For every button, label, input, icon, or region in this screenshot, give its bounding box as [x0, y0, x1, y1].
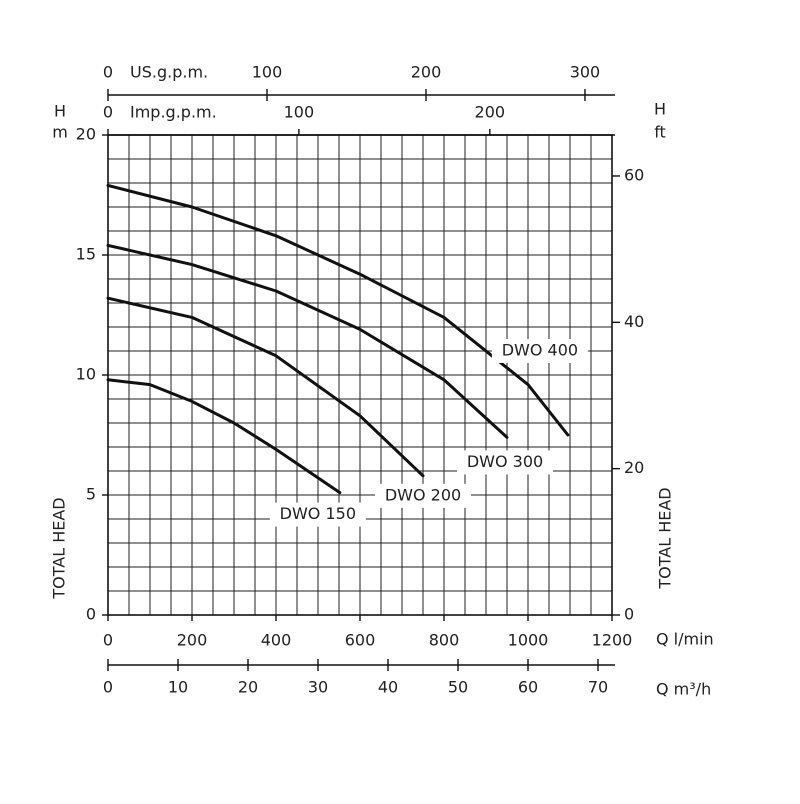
y2-tick-label: 40	[624, 312, 644, 331]
x-tick-label: 0	[103, 631, 113, 650]
top-axis-title: US.g.p.m.	[130, 63, 208, 82]
x-tick-label: 800	[429, 631, 460, 650]
curve-label: DWO 150	[280, 504, 356, 523]
curve-label: DWO 300	[467, 452, 543, 471]
axis-tick-label: 100	[252, 63, 283, 82]
axis-tick-label: 40	[378, 678, 398, 697]
top-axis-title: Imp.g.p.m.	[130, 103, 217, 122]
axis-tick-label: 50	[448, 678, 468, 697]
label-box	[269, 502, 366, 527]
x-tick-label: 600	[345, 631, 376, 650]
y-tick-label: 10	[76, 365, 96, 384]
curve-label: DWO 200	[385, 485, 461, 504]
y-axis-title: TOTAL HEAD	[50, 497, 69, 599]
axis-tick-label: 70	[588, 678, 608, 697]
y2-tick-label: 60	[624, 165, 644, 184]
x-tick-label: 400	[261, 631, 292, 650]
axis-tick-label: 60	[518, 678, 538, 697]
y-axis-unit: m	[52, 123, 68, 142]
y2-axis-symbol: H	[654, 100, 666, 119]
x2-axis-title: Q m³/h	[656, 680, 711, 699]
y2-axis-title: TOTAL HEAD	[656, 487, 675, 589]
y-axis-symbol: H	[54, 102, 66, 121]
axis-tick-label: 0	[103, 678, 113, 697]
y-tick-label: 15	[76, 245, 96, 264]
axis-tick-label: 10	[168, 678, 188, 697]
axis-tick-label: 0	[103, 103, 113, 122]
axis-tick-label: 100	[284, 103, 315, 122]
x-tick-label: 200	[177, 631, 208, 650]
y2-tick-label: 0	[624, 605, 634, 624]
x-tick-label: 1000	[508, 631, 549, 650]
pump-curve	[106, 243, 509, 439]
x-axis-title: Q l/min	[656, 630, 714, 649]
y2-axis-unit: ft	[654, 123, 666, 142]
pump-curve	[106, 296, 425, 478]
axis-tick-label: 0	[103, 63, 113, 82]
axis-tick-label: 300	[570, 63, 601, 82]
label-box	[375, 483, 471, 508]
y2-tick-label: 20	[624, 458, 644, 477]
y-tick-label: 0	[86, 605, 96, 624]
label-box	[491, 339, 588, 363]
curve-label: DWO 400	[502, 341, 578, 360]
axis-tick-label: 20	[238, 678, 258, 697]
axis-tick-label: 200	[475, 103, 506, 122]
x-tick-label: 1200	[592, 631, 633, 650]
label-box	[457, 450, 553, 475]
axis-tick-label: 200	[411, 63, 442, 82]
y-tick-label: 5	[86, 485, 96, 504]
pump-curve	[106, 183, 570, 437]
pump-curve	[106, 378, 342, 495]
axis-tick-label: 30	[308, 678, 328, 697]
y-tick-label: 20	[76, 125, 96, 144]
